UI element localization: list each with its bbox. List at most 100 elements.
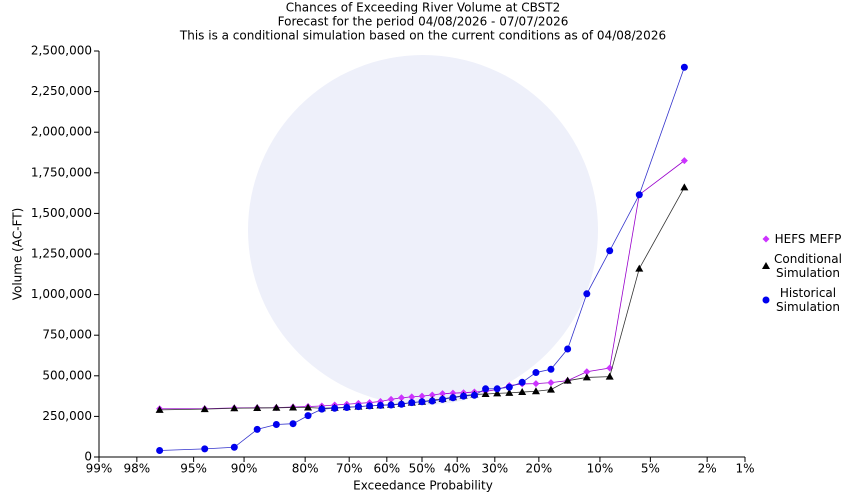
data-point — [606, 247, 614, 255]
data-point — [428, 391, 436, 399]
data-point — [518, 378, 526, 386]
legend-label: Historical Simulation — [776, 286, 840, 314]
x-tick-label: 30% — [481, 462, 508, 476]
legend-marker — [762, 235, 770, 243]
y-tick-label: 1,250,000 — [31, 247, 92, 261]
data-point — [680, 63, 688, 71]
watermark — [248, 55, 598, 405]
x-tick-label: 50% — [409, 462, 436, 476]
y-tick-label: 250,000 — [42, 409, 92, 423]
y-tick-label: 1,500,000 — [31, 206, 92, 220]
data-point — [493, 389, 502, 397]
legend: HEFS MEFP Conditional Simulation Historica… — [760, 232, 850, 320]
data-point — [230, 443, 238, 451]
legend-item: HEFS MEFP — [760, 232, 850, 246]
data-point — [532, 369, 540, 377]
x-tick-label: 1% — [735, 462, 754, 476]
data-point — [428, 397, 436, 405]
data-point — [418, 392, 426, 400]
x-tick-label: 10% — [587, 462, 614, 476]
legend-label: Conditional Simulation — [774, 252, 842, 280]
data-point — [518, 388, 527, 396]
y-tick-label: 1,750,000 — [31, 165, 92, 179]
data-point — [460, 392, 468, 400]
legend-item: Historical Simulation — [760, 286, 850, 314]
x-tick-label: 90% — [231, 462, 258, 476]
data-point — [331, 404, 339, 412]
data-point — [482, 385, 490, 393]
y-tick-label: 2,250,000 — [31, 84, 92, 98]
legend-item: Conditional Simulation — [760, 252, 850, 280]
data-point — [387, 401, 395, 409]
chart-title: Chances of Exceeding River Volume at CBS… — [286, 1, 560, 15]
data-point — [680, 157, 688, 165]
data-point — [318, 405, 326, 413]
data-point — [272, 421, 280, 429]
data-point — [343, 403, 351, 411]
x-tick-label: 98% — [124, 462, 151, 476]
data-point — [547, 365, 555, 373]
y-tick-label: 0 — [84, 450, 92, 464]
x-tick-label: 70% — [336, 462, 363, 476]
data-point — [680, 183, 689, 191]
legend-swatch — [762, 262, 770, 269]
data-point — [635, 264, 644, 272]
y-tick-label: 2,000,000 — [31, 125, 92, 139]
legend-swatch — [762, 235, 770, 243]
data-point — [449, 394, 457, 402]
chart-subtitle: Forecast for the period 04/08/2026 - 07/… — [278, 15, 569, 29]
data-point — [605, 372, 614, 380]
data-point — [397, 394, 405, 402]
data-point — [493, 385, 501, 393]
data-point — [531, 387, 540, 395]
x-tick-label: 99% — [86, 462, 113, 476]
x-tick-label: 20% — [526, 462, 553, 476]
x-tick-label: 5% — [641, 462, 660, 476]
legend-marker — [762, 296, 770, 304]
data-point — [289, 403, 298, 411]
data-point — [408, 399, 416, 407]
data-point — [155, 405, 164, 413]
data-point — [376, 401, 384, 409]
data-point — [354, 403, 362, 411]
data-point — [439, 395, 447, 403]
data-point — [470, 391, 478, 399]
data-point — [289, 420, 297, 428]
data-point — [201, 445, 209, 453]
y-axis-label: Volume (AC-FT) — [11, 208, 25, 301]
y-tick-label: 500,000 — [42, 368, 92, 382]
data-point — [505, 388, 514, 396]
data-point — [547, 379, 555, 387]
y-tick-label: 1,000,000 — [31, 287, 92, 301]
data-point — [304, 412, 312, 420]
data-point — [408, 393, 416, 401]
data-point — [635, 191, 643, 199]
data-point — [200, 405, 209, 413]
data-point — [253, 403, 262, 411]
x-axis-label: Exceedance Probability — [353, 479, 493, 493]
x-tick-label: 40% — [444, 462, 471, 476]
y-tick-label: 750,000 — [42, 328, 92, 342]
data-point — [272, 403, 281, 411]
legend-label: HEFS MEFP — [774, 232, 842, 246]
data-point — [546, 385, 555, 393]
data-point — [583, 368, 591, 376]
legend-swatch — [762, 296, 770, 304]
data-point — [418, 398, 426, 406]
data-point — [582, 373, 591, 381]
x-tick-label: 2% — [698, 462, 717, 476]
data-point — [564, 345, 572, 353]
data-point — [439, 390, 447, 398]
data-point — [481, 389, 490, 397]
data-point — [397, 400, 405, 408]
legend-marker — [762, 262, 770, 269]
x-tick-label: 60% — [373, 462, 400, 476]
y-tick-label: 2,500,000 — [31, 44, 92, 58]
data-point — [563, 376, 572, 384]
data-point — [230, 404, 239, 412]
data-point — [387, 395, 395, 403]
x-tick-label: 80% — [292, 462, 319, 476]
data-point — [156, 447, 164, 455]
